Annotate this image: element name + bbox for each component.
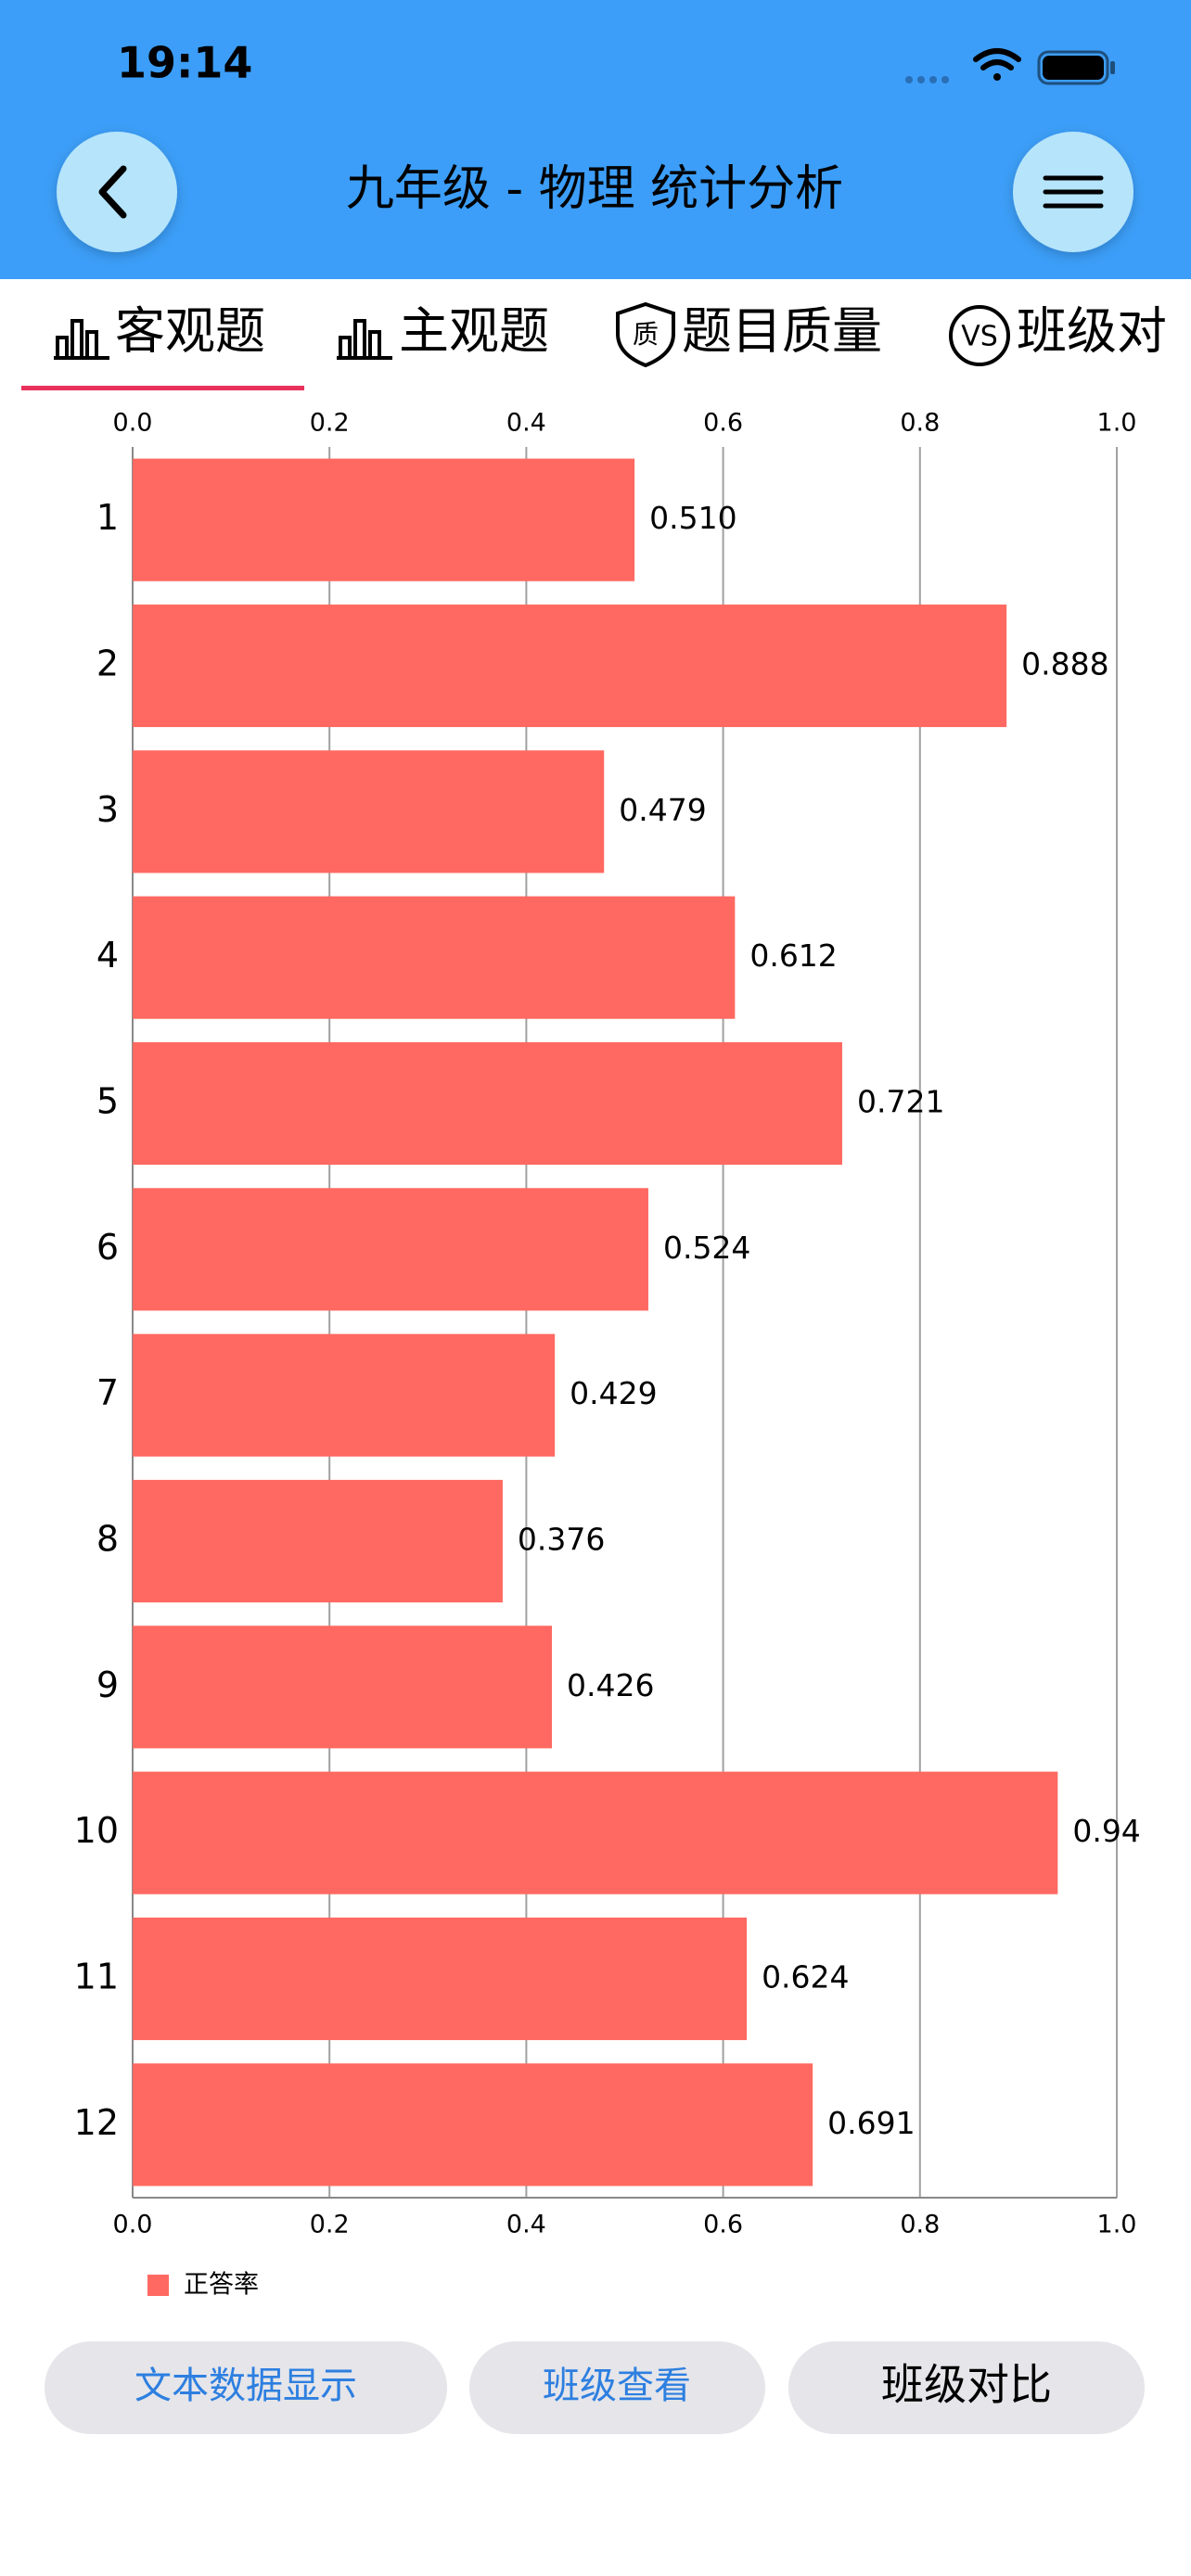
y-tick-label: 4 — [96, 935, 119, 976]
button-label[interactable]: 班级对比 — [881, 2360, 1052, 2410]
legend-swatch — [147, 2275, 169, 2296]
bar — [133, 1771, 1058, 1894]
signal-icon — [905, 76, 949, 83]
x-tick-label: 0.0 — [113, 409, 153, 438]
back-icon — [98, 165, 127, 219]
x-tick-label: 0.4 — [506, 2211, 546, 2239]
tab-label[interactable]: 客观题 — [115, 302, 265, 361]
tab-icon — [616, 301, 675, 368]
x-tick-label: 0.8 — [900, 2211, 940, 2239]
value-label: 0.94 — [1072, 1813, 1140, 1849]
chart: 0.00.00.20.20.40.40.60.60.80.81.01.01234… — [74, 409, 1141, 2300]
y-tick-label: 10 — [74, 1810, 119, 1851]
menu-icon — [1043, 175, 1104, 209]
tab-label[interactable]: 题目质量 — [682, 302, 882, 361]
y-tick-label: 8 — [96, 1519, 119, 1560]
tab-icon — [337, 319, 392, 360]
bar — [133, 1188, 648, 1311]
bar — [133, 1626, 552, 1749]
button-label[interactable]: 文本数据显示 — [134, 2365, 357, 2407]
value-label: 0.624 — [762, 1959, 849, 1996]
value-label: 0.479 — [619, 792, 706, 828]
value-label: 0.524 — [663, 1230, 750, 1266]
tab-label[interactable]: 主观题 — [399, 302, 549, 361]
value-label: 0.426 — [567, 1667, 654, 1703]
y-tick-label: 11 — [74, 1957, 119, 1997]
y-tick-label: 12 — [74, 2102, 119, 2143]
value-label: 0.510 — [649, 500, 736, 536]
tab-icon-text: VS — [961, 321, 998, 353]
y-tick-label: 7 — [96, 1372, 119, 1413]
tab-label[interactable]: 班级对 — [1017, 302, 1167, 361]
header-bar — [0, 0, 1191, 279]
tab-icon — [949, 305, 1010, 366]
y-tick-label: 5 — [96, 1081, 119, 1122]
tab-icon-text: 质 — [633, 319, 659, 350]
x-tick-label: 0.4 — [506, 409, 546, 438]
bar — [133, 1333, 556, 1457]
bar — [133, 1917, 748, 2041]
bar — [133, 750, 605, 874]
x-tick-label: 0.6 — [703, 2211, 743, 2239]
y-tick-label: 6 — [96, 1227, 119, 1268]
button-label[interactable]: 班级查看 — [543, 2365, 691, 2407]
value-label: 0.888 — [1021, 646, 1108, 682]
bar — [133, 896, 736, 1019]
battery-icon — [1037, 50, 1115, 85]
value-label: 0.429 — [570, 1375, 657, 1411]
x-tick-label: 1.0 — [1097, 409, 1137, 438]
button[interactable] — [788, 2341, 1145, 2434]
y-tick-label: 9 — [96, 1664, 119, 1705]
tab-indicator — [21, 386, 304, 390]
x-tick-label: 1.0 — [1097, 2211, 1137, 2239]
x-tick-label: 0.2 — [310, 2211, 350, 2239]
y-tick-label: 3 — [96, 789, 119, 830]
legend-label: 正答率 — [184, 2271, 259, 2300]
button[interactable] — [45, 2341, 447, 2434]
bar — [133, 1041, 842, 1166]
back-button[interactable] — [57, 132, 177, 252]
bar — [133, 604, 1007, 728]
y-tick-label: 1 — [96, 497, 119, 538]
tab-bar: 客观题 主观题 质 题目质量 VS 班级对 — [21, 302, 1167, 390]
x-tick-label: 0.0 — [113, 2211, 153, 2239]
bar — [133, 1479, 503, 1603]
x-tick-label: 0.8 — [900, 409, 940, 438]
status-time: 19:14 — [117, 38, 252, 88]
value-label: 0.612 — [749, 937, 837, 974]
x-tick-label: 0.6 — [703, 409, 743, 438]
tab-icon — [54, 319, 109, 360]
header-title: 九年级 - 物理 统计分析 — [346, 161, 843, 217]
value-label: 0.721 — [857, 1084, 944, 1120]
x-tick-label: 0.2 — [310, 409, 350, 438]
value-label: 0.691 — [827, 2105, 915, 2141]
value-label: 0.376 — [518, 1522, 605, 1558]
button[interactable] — [469, 2341, 765, 2434]
bar — [133, 2063, 813, 2187]
wifi-icon — [973, 48, 1021, 81]
y-tick-label: 2 — [96, 644, 119, 684]
bar — [133, 458, 635, 581]
